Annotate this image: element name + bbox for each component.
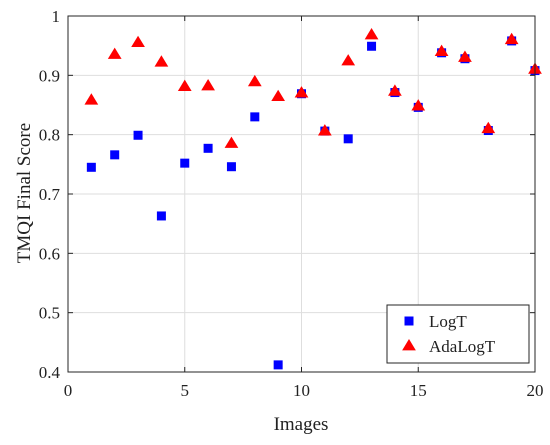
adalogt-point [294, 86, 309, 98]
adalogt-point [481, 121, 496, 134]
x-tick-label: 15 [410, 381, 427, 400]
legend-triangle-marker [402, 339, 416, 351]
logt-point [156, 211, 166, 221]
x-axis-label: Images [274, 414, 329, 435]
adalogt-point [458, 50, 472, 62]
adalogt-point [247, 74, 262, 87]
adalogt-point [224, 136, 239, 148]
adalogt-point [317, 124, 332, 136]
logt-point [273, 360, 283, 370]
adalogt-point [84, 93, 99, 105]
logt-point [226, 162, 236, 172]
y-tick-label: 0.8 [39, 126, 60, 145]
adalogt-point [177, 79, 192, 91]
legend-label: AdaLogT [429, 337, 496, 356]
logt-point [203, 143, 213, 153]
legend-box [386, 304, 530, 364]
logt-point [110, 150, 120, 160]
legend-entry-logt: LogT [404, 312, 467, 331]
data-marks [84, 27, 542, 370]
adalogt-point [341, 54, 356, 66]
x-tick-label: 0 [64, 381, 73, 400]
adalogt-point [504, 32, 519, 45]
adalogt-point [154, 55, 169, 67]
y-axis-label: TMQI Final Score [14, 123, 35, 263]
y-tick-label: 0.5 [39, 304, 60, 323]
adalogt-point [388, 84, 402, 96]
legend: LogT AdaLogT [386, 304, 530, 364]
adalogt-point [271, 89, 286, 102]
adalogt-point [364, 27, 379, 40]
y-tick-label: 1 [52, 7, 61, 26]
logt-point [86, 162, 96, 172]
logt-point [367, 41, 377, 51]
y-tick-label: 0.6 [39, 244, 60, 263]
legend-label: LogT [429, 312, 467, 331]
adalogt-point [434, 44, 449, 56]
x-tick-label: 20 [527, 381, 544, 400]
y-tick-label: 0.9 [39, 66, 60, 85]
logt-point [133, 130, 143, 140]
adalogt-point [411, 99, 426, 111]
logt-point [250, 112, 260, 122]
adalogt-point [107, 47, 122, 59]
x-tick-label: 10 [293, 381, 310, 400]
logt-point [343, 134, 353, 144]
adalogt-point [201, 79, 215, 91]
axes: 0 5 10 15 20 0.4 0.5 0.6 0.7 0.8 0.9 1 [39, 7, 544, 400]
y-tick-label: 0.4 [39, 363, 61, 382]
legend-square-marker [404, 316, 414, 326]
y-tick-label: 0.7 [39, 185, 61, 204]
x-tick-label: 5 [181, 381, 190, 400]
logt-point [180, 158, 190, 168]
grid-lines [68, 16, 535, 372]
adalogt-point [131, 35, 145, 48]
legend-entry-adalogt: AdaLogT [402, 337, 496, 356]
